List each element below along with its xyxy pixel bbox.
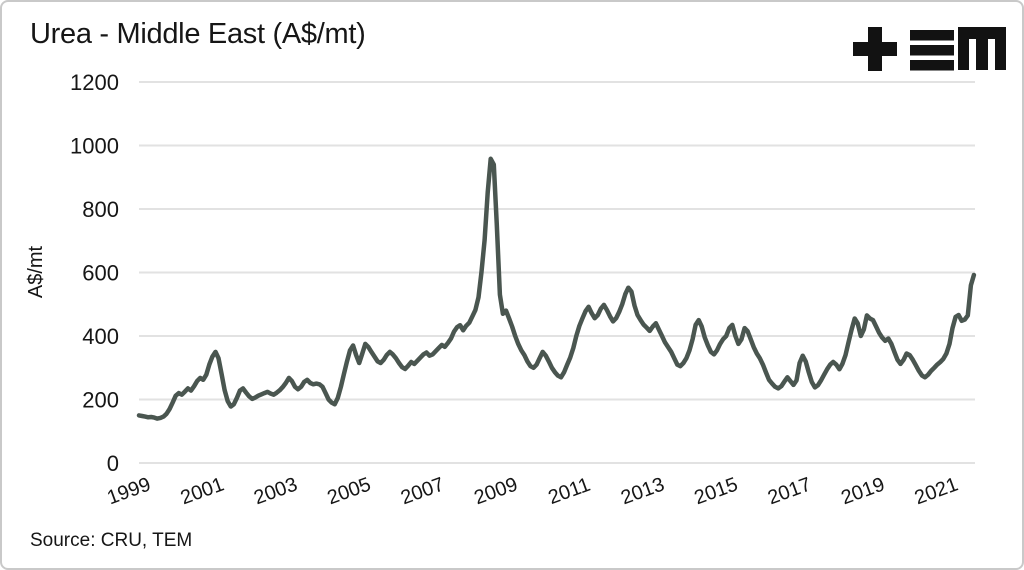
logo-bars-icon [910, 30, 954, 41]
y-axis-tick-labels: 0 200 400 600 800 1000 1200 [70, 70, 119, 476]
x-tick-label: 2003 [251, 473, 300, 509]
y-tick-label: 800 [82, 197, 119, 222]
source-note: Source: CRU, TEM [30, 530, 193, 551]
y-tick-label: 200 [82, 388, 119, 413]
x-tick-label: 2013 [618, 473, 667, 509]
y-tick-label: 400 [82, 324, 119, 349]
y-tick-label: 0 [107, 451, 119, 476]
chart-title: Urea - Middle East (A$/mt) [30, 18, 366, 50]
y-tick-label: 1200 [70, 70, 119, 95]
x-tick-label: 2021 [912, 473, 961, 509]
x-tick-label: 2011 [545, 474, 593, 509]
logo-bars-icon [910, 60, 954, 71]
y-tick-label: 600 [82, 261, 119, 286]
x-tick-label: 2007 [398, 473, 447, 509]
x-tick-label: 2009 [471, 473, 520, 509]
x-tick-label: 2005 [324, 473, 373, 509]
x-tick-label: 2017 [765, 473, 814, 509]
logo-bars-icon [910, 45, 954, 56]
x-tick-label: 2015 [691, 473, 740, 509]
x-tick-label: 1999 [104, 473, 153, 509]
y-axis-title: A$/mt [25, 245, 47, 298]
x-axis-tick-labels: 1999 2001 2003 2005 2007 2009 2011 2013 2015 2017… [104, 473, 961, 509]
y-tick-label: 1000 [70, 134, 119, 159]
logo-m-icon [958, 27, 1006, 70]
tem-logo-icon [853, 27, 1006, 71]
x-tick-label: 2001 [178, 473, 227, 509]
x-tick-label: 2019 [838, 473, 887, 509]
logo-plus-icon [853, 42, 897, 56]
gridlines [139, 81, 975, 464]
price-line-series [136, 156, 977, 421]
